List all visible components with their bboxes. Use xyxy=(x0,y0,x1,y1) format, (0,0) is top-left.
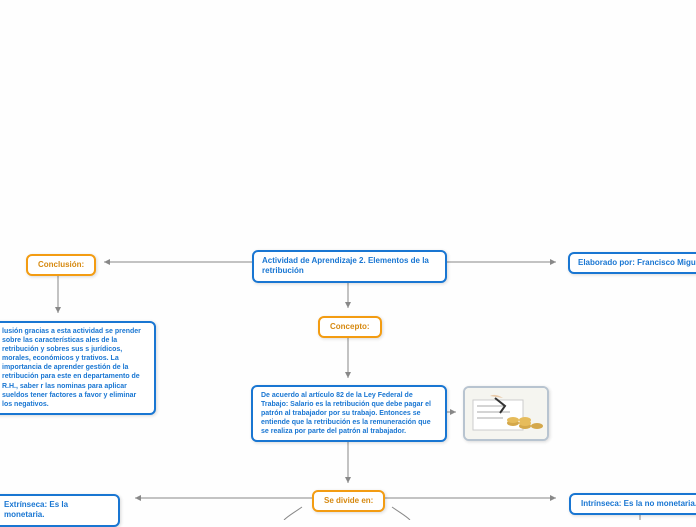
node-concepto-body: De acuerdo al artículo 82 de la Ley Fede… xyxy=(251,385,447,442)
node-image xyxy=(463,386,549,441)
node-intrinseca: Intrínseca: Es la no monetaria. xyxy=(569,493,696,515)
node-divide: Se divide en: xyxy=(312,490,385,512)
node-extrinseca: Extrínseca: Es la monetaria. xyxy=(0,494,120,527)
payment-image-icon xyxy=(465,388,549,441)
node-concepto: Concepto: xyxy=(318,316,382,338)
node-conclusion-body: lusión gracias a esta actividad se prend… xyxy=(0,321,156,415)
node-root: Actividad de Aprendizaje 2. Elementos de… xyxy=(252,250,447,283)
node-elaborado: Elaborado por: Francisco Miguel Leija xyxy=(568,252,696,274)
node-conclusion: Conclusión: xyxy=(26,254,96,276)
